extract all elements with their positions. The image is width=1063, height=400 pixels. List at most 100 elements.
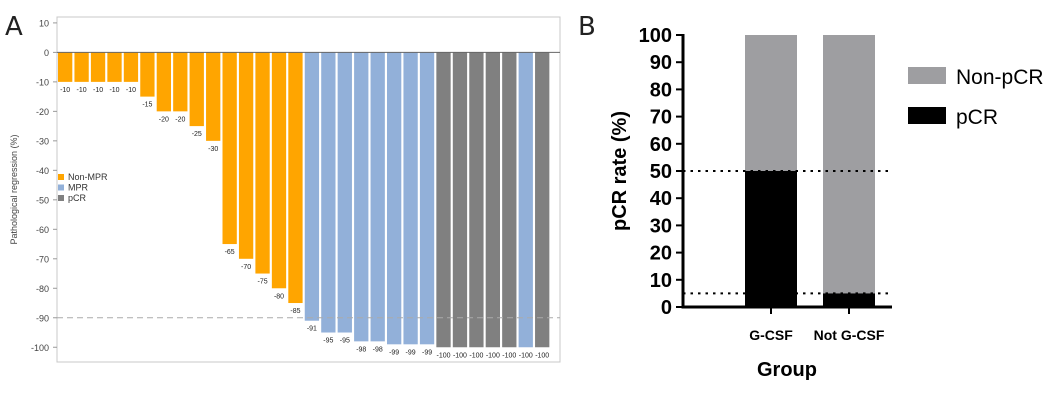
bar-14: [271, 52, 287, 289]
bar-5: [123, 52, 139, 82]
legend-label-non-mpr: Non-MPR: [68, 172, 108, 182]
bar-3: [90, 52, 106, 82]
bar-4: [107, 52, 122, 82]
bar-value-label: -100: [469, 352, 483, 359]
bar-value-label: -100: [502, 352, 516, 359]
pcr-rate-chart: 0 10 20 30 40 50 60 70 80 90 100 pCR rate (%) G-CSF N…: [609, 25, 1044, 381]
bar-20: [370, 52, 385, 342]
y-tick-label: -30: [36, 136, 49, 146]
bar-value-label: -99: [406, 349, 416, 356]
bar-29: [518, 52, 533, 348]
y-tick-label: -10: [36, 77, 49, 87]
bar-value-label: -10: [93, 87, 103, 94]
bar-non-pcr-2: [823, 35, 875, 294]
bar-value-label: -99: [422, 349, 432, 356]
y-tick-label: 0: [44, 48, 49, 58]
y-tick-label: 20: [650, 243, 672, 265]
legend-label-pcr: pCR: [956, 106, 998, 129]
bar-30: [535, 52, 550, 348]
bar-value-label: -70: [241, 264, 251, 271]
bar-10: [206, 52, 221, 141]
bar-value-label: -100: [519, 352, 533, 359]
bar-value-label: -10: [60, 87, 70, 94]
legend-label-pcr: pCR: [68, 193, 87, 203]
legend-label-non-pcr: Non-pCR: [956, 66, 1044, 89]
y-tick-label: 50: [650, 161, 672, 183]
y-tick-label: -40: [36, 166, 49, 176]
bar-value-label: -99: [389, 349, 399, 356]
y-tick-label: -60: [36, 225, 49, 235]
bar-value-label: -85: [290, 308, 300, 315]
bar-23: [419, 52, 435, 345]
y-tick-label: 90: [650, 52, 672, 74]
bar-value-label: -75: [257, 279, 267, 286]
bar-18: [337, 52, 352, 333]
bar-value-label: -15: [142, 102, 152, 109]
y-tick-label: 100: [639, 25, 672, 47]
y-axis-label: pCR rate (%): [609, 111, 631, 231]
waterfall-chart: 10 0 -10 -20 -30 -40 -50 -60 -70 -80 -90 -100 Pathol…: [9, 16, 561, 363]
legend-swatch-pcr: [908, 107, 946, 124]
legend-swatch-mpr: [58, 184, 64, 191]
y-tick-label: -80: [36, 284, 49, 294]
bar-value-label: -95: [340, 338, 350, 345]
bar-value-label: -20: [175, 116, 185, 123]
bar-value-label: -100: [535, 352, 549, 359]
x-tick-label: G-CSF: [749, 327, 793, 343]
y-tick-label: 10: [39, 18, 49, 28]
bar-19: [354, 52, 369, 342]
legend-swatch-pcr: [58, 195, 64, 201]
bar-value-label: -20: [159, 116, 169, 123]
y-tick-label: 70: [650, 107, 672, 129]
bar-13: [255, 52, 270, 274]
panel-b-letter: B: [578, 12, 596, 42]
y-tick-label: -70: [36, 254, 49, 264]
bar-value-label: -98: [373, 346, 383, 353]
bar-1: [58, 52, 73, 82]
bar-8: [173, 52, 188, 112]
bar-value-label: -80: [274, 293, 284, 300]
bar-26: [469, 52, 484, 348]
bar-6: [140, 52, 155, 97]
bar-24: [436, 52, 451, 348]
bar-12: [238, 52, 254, 259]
bar-value-label: -10: [109, 87, 119, 94]
bar-value-label: -65: [225, 249, 235, 256]
panel-a-letter: A: [5, 12, 23, 42]
bar-22: [403, 52, 418, 345]
bar-pcr-2: [823, 293, 875, 307]
plot-frame: [56, 16, 561, 363]
bar-value-label: -10: [77, 87, 87, 94]
bar-9: [189, 52, 204, 127]
y-tick-label: 60: [650, 134, 672, 156]
bar-value-label: -10: [126, 87, 136, 94]
bar-non-pcr-1: [745, 35, 797, 171]
bar-11: [222, 52, 237, 245]
y-axis-label: Pathological regression (%): [9, 134, 19, 244]
y-tick-label: 10: [650, 270, 672, 292]
y-tick-label: -50: [36, 195, 49, 205]
x-tick-label: Not G-CSF: [814, 327, 885, 343]
bar-2: [74, 52, 89, 82]
bar-value-label: -98: [356, 346, 366, 353]
bar-28: [502, 52, 517, 348]
y-tick-label: -90: [36, 313, 49, 323]
bar-7: [156, 52, 171, 112]
y-tick-label: -100: [31, 343, 49, 353]
bar-value-label: -100: [453, 352, 467, 359]
bar-value-label: -95: [323, 338, 333, 345]
bar-value-label: -91: [307, 326, 317, 333]
bar-value-label: -30: [208, 146, 218, 153]
x-axis-label: Group: [757, 359, 817, 381]
bar-value-label: -25: [192, 131, 202, 138]
legend-swatch-non-mpr: [58, 174, 64, 180]
y-tick-label: 30: [650, 215, 672, 237]
y-tick-label: -20: [36, 107, 49, 117]
bar-15: [288, 52, 303, 304]
legend-swatch-non-pcr: [908, 67, 946, 84]
bar-16: [304, 52, 320, 321]
bar-pcr-1: [745, 171, 797, 307]
y-tick-label: 80: [650, 79, 672, 101]
y-tick-label: 40: [650, 188, 672, 210]
